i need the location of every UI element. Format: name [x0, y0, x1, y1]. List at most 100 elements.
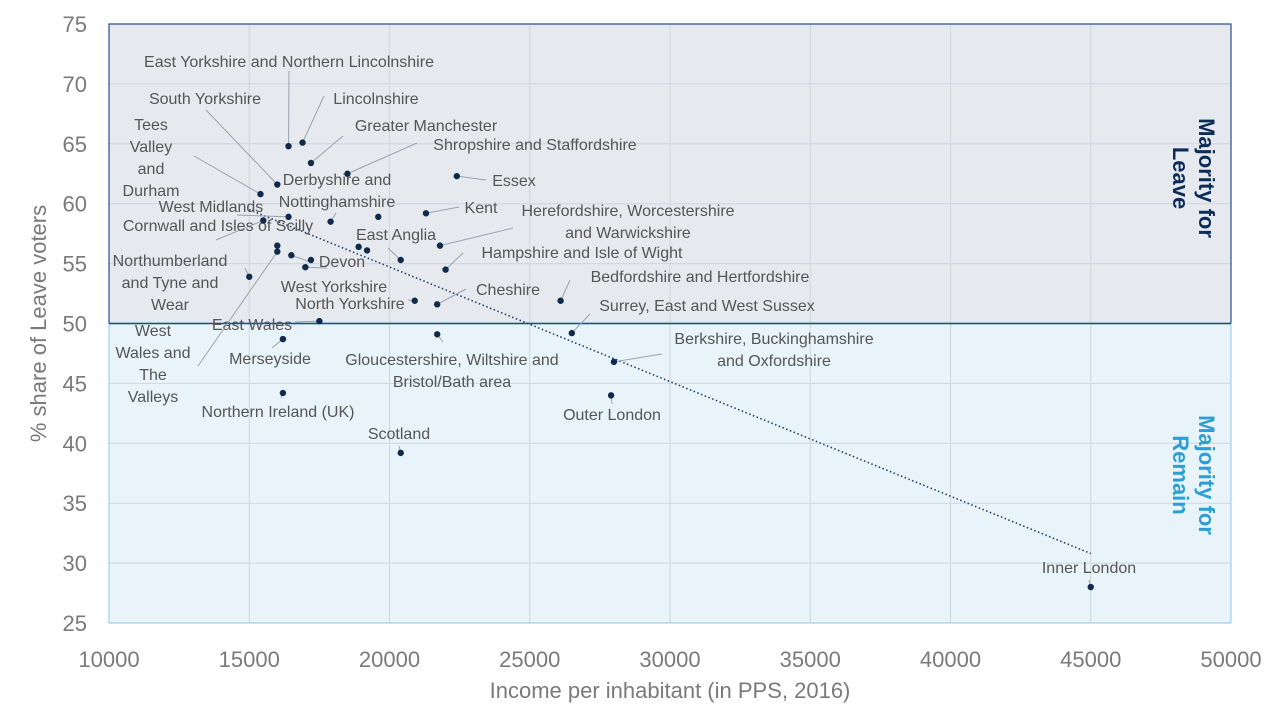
- point-label: Essex: [492, 173, 536, 190]
- data-point: [398, 257, 404, 263]
- point-label: and Tyne and: [122, 275, 219, 292]
- data-point: [434, 331, 440, 337]
- data-point: [308, 257, 314, 263]
- point-label: Bedfordshire and Hertfordshire: [591, 269, 810, 286]
- point-label: Tees: [134, 117, 168, 134]
- point-label: Lincolnshire: [333, 91, 418, 108]
- y-tick-label: 75: [63, 12, 87, 37]
- point-label: West Yorkshire: [281, 279, 388, 296]
- x-tick-label: 50000: [1200, 647, 1261, 672]
- remain-label: Remain: [1168, 435, 1193, 514]
- point-label: Merseyside: [229, 351, 311, 368]
- data-point: [557, 298, 563, 304]
- point-label: West Midlands: [159, 199, 264, 216]
- x-tick-label: 45000: [1060, 647, 1121, 672]
- point-label: Herefordshire, Worcestershire: [521, 203, 734, 220]
- leave-label: Majority for: [1194, 118, 1219, 238]
- data-point: [302, 264, 308, 270]
- point-label: and Warwickshire: [565, 225, 691, 242]
- point-label: Durham: [123, 183, 180, 200]
- y-tick-label: 25: [63, 611, 87, 636]
- data-point: [611, 359, 617, 365]
- y-tick-label: 50: [63, 312, 87, 337]
- data-point: [398, 450, 404, 456]
- x-axis-title: Income per inhabitant (in PPS, 2016): [490, 678, 851, 703]
- point-label: Cornwall and Isles of Scilly: [123, 218, 313, 235]
- data-point: [288, 252, 294, 258]
- point-label: Hampshire and Isle of Wight: [482, 245, 684, 262]
- point-label: Valley: [130, 139, 172, 156]
- point-label: and: [138, 161, 165, 178]
- data-point: [1088, 584, 1094, 590]
- point-label: East Anglia: [356, 227, 436, 244]
- point-label: Greater Manchester: [355, 118, 498, 135]
- data-point: [257, 191, 263, 197]
- leave-label: Leave: [1168, 147, 1193, 209]
- remain-label: Majority for: [1194, 415, 1219, 535]
- data-point: [437, 242, 443, 248]
- data-point: [569, 330, 575, 336]
- point-label: Derbyshire and: [283, 172, 392, 189]
- point-label: Scotland: [368, 426, 430, 443]
- data-point: [246, 274, 252, 280]
- y-tick-label: 35: [63, 491, 87, 516]
- point-label: Inner London: [1042, 560, 1136, 577]
- point-label: West: [135, 323, 172, 340]
- point-label: Northumberland: [113, 253, 228, 270]
- y-tick-label: 45: [63, 371, 87, 396]
- point-label: Berkshire, Buckinghamshire: [674, 331, 873, 348]
- data-point: [280, 390, 286, 396]
- data-point: [299, 139, 305, 145]
- point-label: Nottinghamshire: [279, 194, 396, 211]
- point-label: Kent: [465, 200, 498, 217]
- point-label: Gloucestershire, Wiltshire and: [345, 352, 558, 369]
- point-label: Wales and: [116, 345, 191, 362]
- data-point: [308, 160, 314, 166]
- point-label: The: [139, 367, 167, 384]
- y-tick-label: 65: [63, 132, 87, 157]
- point-label: Wear: [151, 297, 190, 314]
- point-label: Shropshire and Staffordshire: [433, 137, 636, 154]
- data-point: [274, 248, 280, 254]
- data-point: [364, 247, 370, 253]
- x-tick-label: 10000: [78, 647, 139, 672]
- data-point: [423, 210, 429, 216]
- data-point: [434, 301, 440, 307]
- y-tick-label: 40: [63, 431, 87, 456]
- data-point: [285, 143, 291, 149]
- point-label: Northern Ireland (UK): [202, 404, 355, 421]
- y-tick-label: 60: [63, 192, 87, 217]
- point-label: Cheshire: [476, 282, 540, 299]
- point-label: North Yorkshire: [295, 296, 404, 313]
- point-label: Surrey, East and West Sussex: [599, 298, 815, 315]
- point-label: Valleys: [128, 389, 178, 406]
- data-point: [280, 336, 286, 342]
- x-tick-label: 25000: [499, 647, 560, 672]
- point-label: East Yorkshire and Northern Lincolnshire: [144, 54, 434, 71]
- x-tick-label: 40000: [920, 647, 981, 672]
- data-point: [316, 318, 322, 324]
- y-tick-label: 70: [63, 72, 87, 97]
- data-point: [608, 392, 614, 398]
- data-point: [327, 218, 333, 224]
- data-point: [375, 214, 381, 220]
- data-point: [412, 298, 418, 304]
- x-tick-label: 15000: [219, 647, 280, 672]
- x-tick-label: 35000: [780, 647, 841, 672]
- point-label: South Yorkshire: [149, 91, 261, 108]
- x-tick-label: 20000: [359, 647, 420, 672]
- data-point: [442, 266, 448, 272]
- y-tick-label: 30: [63, 551, 87, 576]
- point-label: East Wales: [212, 317, 292, 334]
- point-label: Bristol/Bath area: [393, 374, 511, 391]
- y-tick-label: 55: [63, 252, 87, 277]
- x-tick-label: 30000: [639, 647, 700, 672]
- data-point: [260, 217, 266, 223]
- data-point: [454, 173, 460, 179]
- point-label: and Oxfordshire: [717, 353, 831, 370]
- y-axis-title: % share of Leave voters: [26, 205, 51, 442]
- data-point: [274, 242, 280, 248]
- data-point: [355, 244, 361, 250]
